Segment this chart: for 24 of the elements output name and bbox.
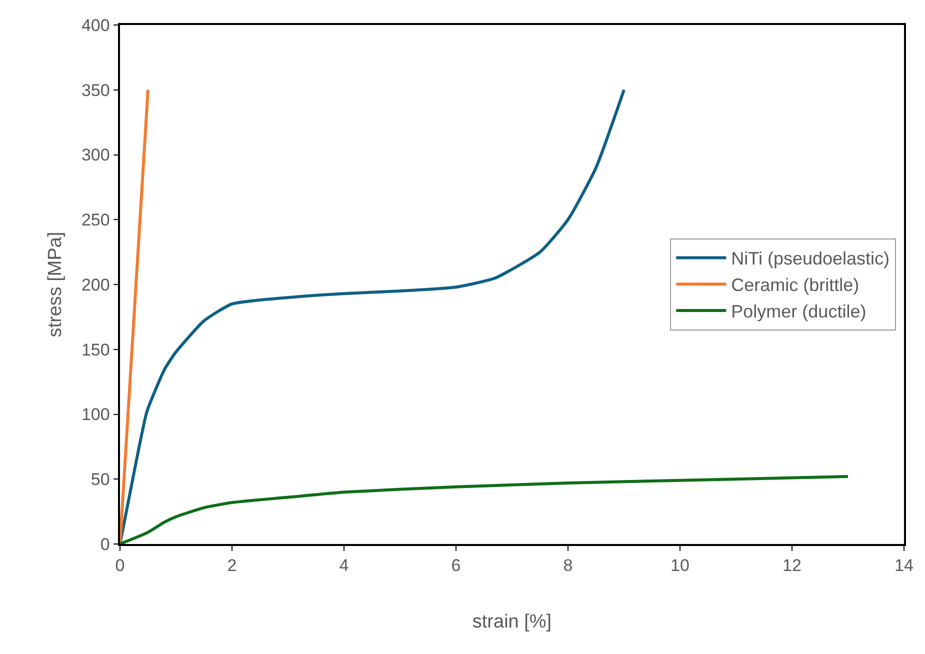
y-tick-label: 250 [81,210,110,230]
x-tick-label: 4 [339,556,349,576]
y-tick-label: 100 [81,405,110,424]
y-axis-title: stress [MPa] [44,232,66,338]
y-tick-label: 400 [81,16,110,35]
x-tick-label: 6 [451,556,461,576]
y-tick-label: 50 [90,470,110,490]
x-tick-label: 0 [115,556,125,576]
line-series [120,475,850,544]
x-tick-label: 2 [227,556,237,576]
y-tick-label: 300 [81,146,110,165]
x-tick-label: 12 [782,556,802,576]
x-tick-label: 8 [563,556,573,576]
x-tick-label: 14 [894,556,914,576]
x-tick-label: 10 [670,556,690,576]
legend-label: NiTi (pseudoelastic) [731,248,890,269]
y-tick-label: 200 [81,275,110,294]
legend-label: Polymer (ductile) [731,302,866,322]
line-series [120,88,626,544]
y-tick-label: 150 [81,340,110,360]
legend-label: Ceramic (brittle) [731,275,860,296]
y-tick-label: 0 [100,534,110,554]
x-axis-title: strain [%] [472,611,552,632]
y-tick-label: 350 [81,80,110,100]
